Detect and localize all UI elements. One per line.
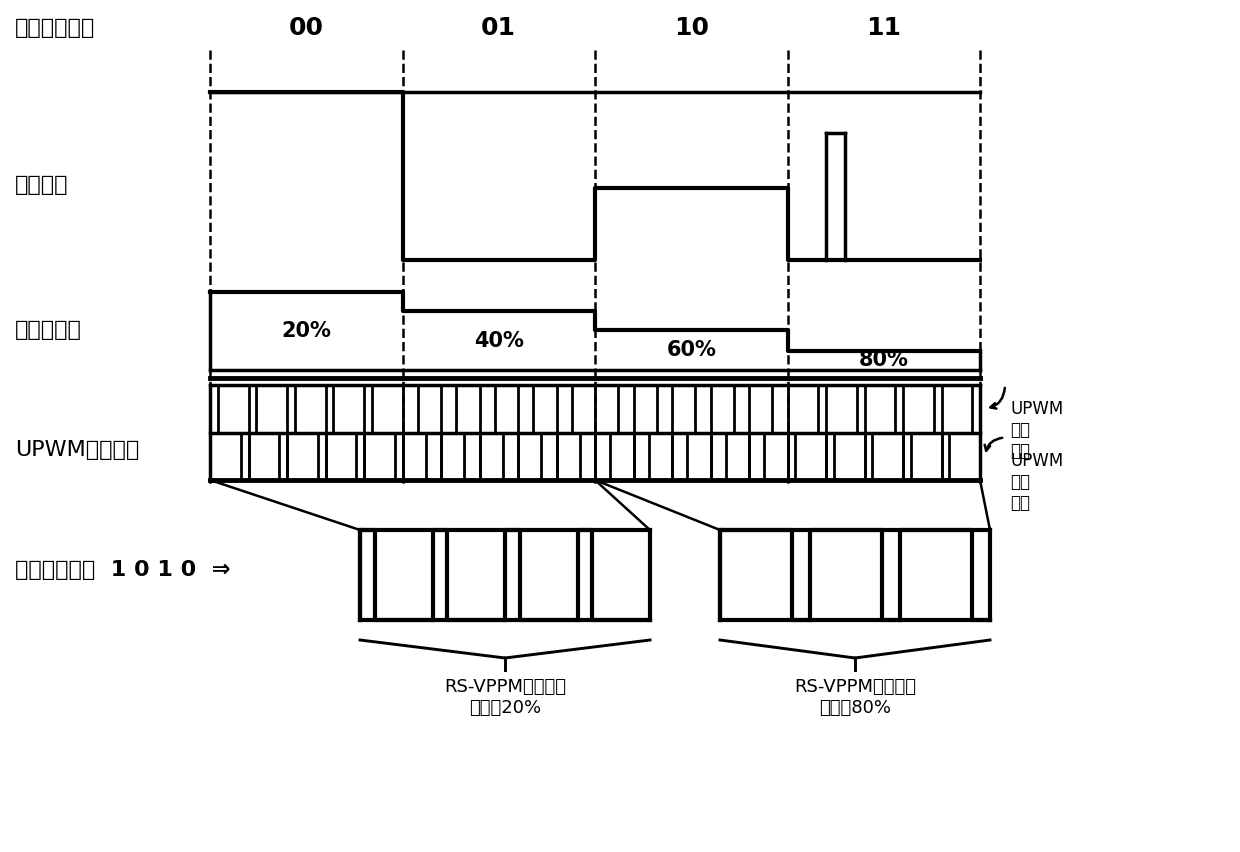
Text: 80%: 80% bbox=[859, 350, 909, 371]
Text: UPWM
符号
映射: UPWM 符号 映射 bbox=[1011, 400, 1063, 459]
Text: 第一原始数据: 第一原始数据 bbox=[15, 18, 95, 38]
Text: 多电平信号: 多电平信号 bbox=[15, 320, 82, 340]
Text: 20%: 20% bbox=[281, 321, 331, 341]
Text: 00: 00 bbox=[289, 16, 324, 40]
Text: 01: 01 bbox=[481, 16, 516, 40]
Text: 11: 11 bbox=[867, 16, 901, 40]
Text: RS-VPPM符号信号
占空比20%: RS-VPPM符号信号 占空比20% bbox=[444, 678, 565, 717]
Text: 40%: 40% bbox=[474, 331, 523, 350]
Text: 60%: 60% bbox=[666, 340, 717, 360]
Text: 10: 10 bbox=[673, 16, 709, 40]
Text: RS-VPPM符号信号
占空比80%: RS-VPPM符号信号 占空比80% bbox=[794, 678, 916, 717]
Text: 第二原始数据  1 0 1 0  ⇒: 第二原始数据 1 0 1 0 ⇒ bbox=[15, 560, 231, 580]
Text: UPWM
符号
互补: UPWM 符号 互补 bbox=[1011, 452, 1063, 512]
Text: 原始符号: 原始符号 bbox=[15, 175, 68, 195]
Text: UPWM符号信号: UPWM符号信号 bbox=[15, 440, 139, 460]
